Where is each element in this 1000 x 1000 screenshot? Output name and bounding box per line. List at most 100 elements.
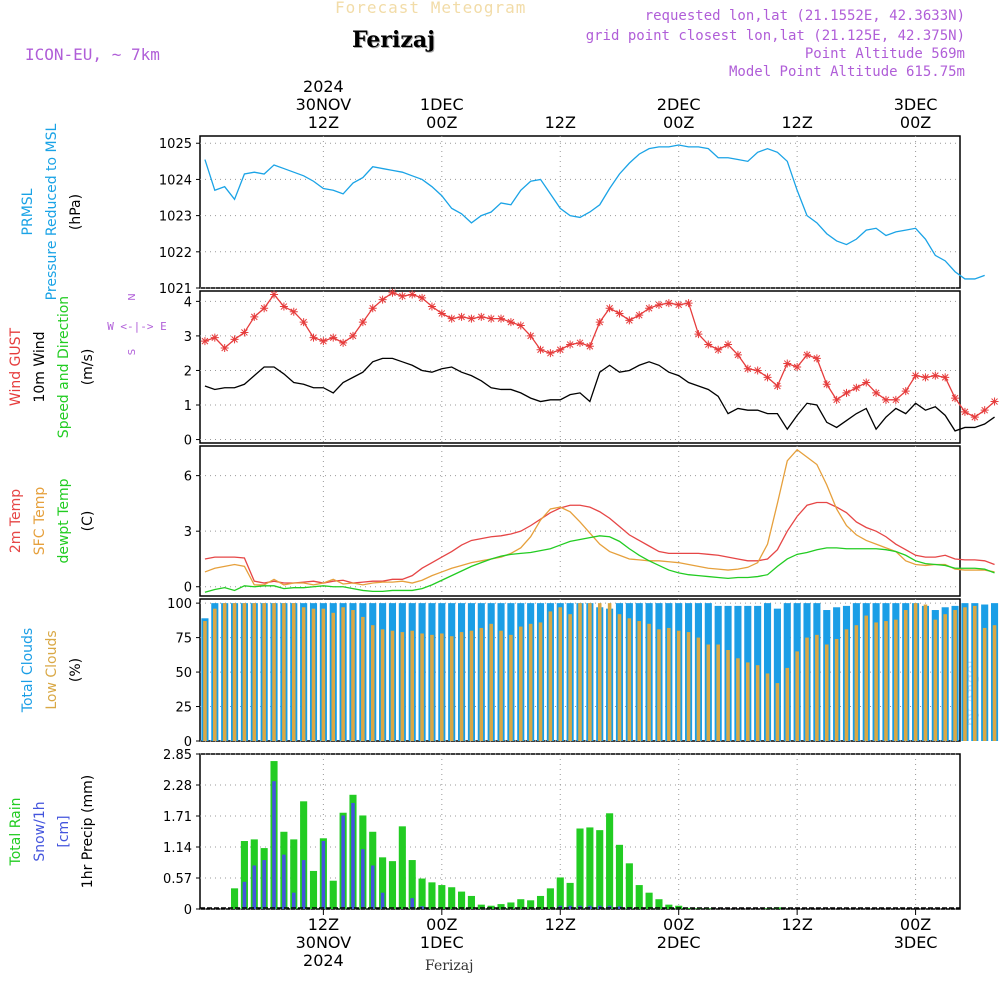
y-tick-label: 3 [184,525,192,540]
bottom-time-label: 2024 [303,951,344,970]
y-axis-label: Pressure Reduced to MSL [44,123,60,300]
bar-low-clouds [943,614,947,741]
compass-n: N [127,293,138,300]
bar-total-rain [606,813,614,909]
gust-marker [556,345,565,354]
y-axis-label: Snow/1h [32,801,48,861]
bar-total-rain [596,830,604,909]
y-tick-label: 2.28 [163,779,192,794]
gust-marker [200,337,209,346]
bar-total-rain [566,882,574,909]
bar-low-clouds [627,618,632,741]
bar-total-rain [507,902,515,909]
bar-snow-1h [272,781,276,909]
top-time-label: 12Z [781,113,812,132]
y-tick-label: 2.85 [163,748,192,763]
bar-low-clouds [667,627,671,741]
forecast-meteogram-label: Forecast Meteogram [335,0,527,17]
bar-low-clouds [222,603,227,741]
footer-location: Ferizaj [425,958,474,974]
bar-snow-1h [617,906,622,909]
y-tick-label: 6 [184,470,192,485]
point-altitude: Point Altitude 569m [804,46,965,62]
bar-low-clouds [746,662,750,741]
y-axis-label: Low Clouds [44,630,60,709]
top-time-label: 12Z [308,113,339,132]
bar-low-clouds [380,629,385,741]
gust-marker [477,312,486,321]
gust-marker [852,383,861,392]
bottom-time-label: 12Z [308,915,339,934]
bar-total-rain [615,844,624,909]
top-time-label: 00Z [426,113,457,132]
y-tick-label: 1024 [159,173,192,188]
y-tick-label: 1.71 [163,810,192,825]
gust-marker [240,328,249,337]
series-line-2m-temp [204,501,995,584]
gust-marker [270,290,279,299]
compass-we: W <-|-> E [107,320,167,333]
bottom-time-label: 2DEC [657,933,701,952]
gust-marker [230,335,239,344]
panel-frame [199,290,961,444]
series-line-wind [204,357,995,432]
gust-marker [210,333,219,342]
bottom-time-label: 12Z [781,915,812,934]
gust-marker [368,304,377,313]
bar-snow-1h [420,906,424,909]
bar-total-rain [625,863,633,909]
gust-marker [704,340,713,349]
bar-low-clouds [657,629,661,741]
y-tick-label: 1 [184,399,192,414]
gust-marker [941,373,950,382]
bar-total-rain [635,885,643,909]
bar-low-clouds [400,632,405,741]
gust-marker [329,333,338,342]
gust-marker [487,314,496,323]
gust-marker [951,394,960,403]
model-point-altitude: Model Point Altitude 615.75m [728,64,965,80]
gust-marker [447,314,456,323]
bar-low-clouds [647,623,651,741]
bar-low-clouds [331,612,336,741]
bar-low-clouds [449,636,454,741]
bar-low-clouds [913,603,918,741]
bar-low-clouds [894,619,898,741]
bar-total-rain [448,887,456,909]
gust-marker [536,345,545,354]
gust-marker [635,311,644,320]
y-tick-label: 0.57 [163,872,192,887]
y-tick-label: 50 [175,666,192,681]
gust-marker [585,342,594,351]
bar-snow-1h [568,905,572,909]
gust-marker [793,363,802,371]
gust-marker [378,295,387,304]
y-axis-label: [cm] [56,815,72,847]
bar-snow-1h [341,815,345,909]
y-tick-label: 1025 [159,137,192,152]
requested-coords: requested lon,lat (21.1552E, 42.3633N) [644,8,965,24]
bar-low-clouds [459,632,464,741]
gust-marker [881,395,890,404]
bar-low-clouds [676,630,681,741]
gust-marker [773,382,782,390]
bar-low-clouds [686,632,691,741]
y-tick-label: 4 [184,295,192,310]
bar-total-rain [497,904,505,909]
bar-low-clouds [321,608,326,741]
gust-marker [664,299,673,308]
panel-frame [199,445,961,597]
gust-marker [872,388,881,397]
y-tick-label: 0 [184,903,192,918]
gust-marker [348,331,357,340]
panel-frame [199,135,961,289]
bar-low-clouds [775,683,780,741]
bar-low-clouds [903,610,908,741]
bar-low-clouds [824,644,829,741]
bar-snow-1h [370,865,375,909]
bar-low-clouds [992,625,997,741]
bar-total-rain [586,827,594,909]
bar-low-clouds [588,603,592,741]
bar-snow-1h [321,841,326,909]
